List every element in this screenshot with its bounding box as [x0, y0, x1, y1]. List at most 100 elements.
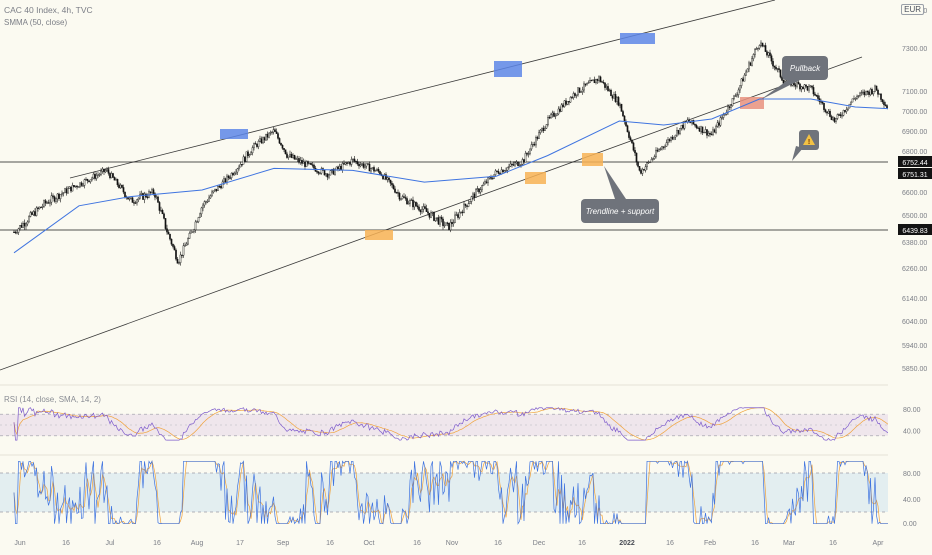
candle-body-232 [361, 163, 363, 165]
candle-body-84 [139, 194, 141, 199]
candle-body-69 [116, 178, 119, 186]
candle-body-175 [275, 131, 278, 134]
candle-body-266 [412, 199, 414, 208]
candle-body-430 [658, 149, 660, 152]
candle-body-578 [880, 93, 882, 100]
warning-exclaim: ! [808, 139, 810, 146]
candle-body-137 [218, 186, 221, 188]
candle-body-405 [620, 103, 623, 112]
candle-body-213 [332, 168, 335, 175]
candle-body-197 [308, 163, 311, 165]
candle-body-293 [452, 222, 455, 225]
candle-body-364 [559, 108, 561, 112]
candle-body-484 [739, 85, 741, 91]
candle-body-48 [85, 178, 87, 181]
candle-body-110 [178, 262, 180, 264]
candle-body-443 [677, 130, 680, 134]
candle-body-133 [212, 190, 215, 193]
candle-body-203 [317, 171, 320, 174]
time-tick-8: Oct [364, 540, 375, 547]
currency-badge[interactable]: EUR [901, 4, 924, 15]
price-badge-2 [898, 224, 932, 235]
candle-body-68 [115, 178, 117, 181]
candle-body-426 [652, 158, 654, 160]
candle-body-246 [382, 175, 384, 180]
candle-body-43 [77, 186, 80, 188]
candle-body-469 [716, 122, 719, 127]
candle-body-11 [29, 212, 32, 217]
candle-body-480 [733, 95, 735, 99]
candle-body-355 [545, 124, 548, 129]
candle-body-50 [88, 180, 90, 183]
candle-body-350 [538, 132, 540, 139]
candle-body-168 [265, 133, 267, 141]
candle-body-545 [830, 116, 833, 120]
candle-body-522 [796, 81, 798, 87]
candle-body-463 [707, 133, 710, 136]
candle-body-148 [235, 171, 237, 174]
candle-body-288 [445, 222, 447, 226]
candle-body-391 [599, 76, 602, 82]
candle-body-250 [388, 177, 390, 181]
candle-body-134 [214, 188, 216, 192]
candle-body-332 [511, 163, 513, 165]
warning-pointer [792, 146, 803, 161]
candle-body-108 [175, 249, 177, 260]
candle-body-141 [224, 178, 227, 183]
candle-body-532 [811, 85, 813, 88]
candle-body-402 [616, 97, 618, 102]
candle-body-164 [259, 138, 261, 142]
candle-body-190 [298, 158, 300, 163]
candle-body-555 [845, 109, 848, 112]
candle-body-259 [401, 196, 404, 200]
candle-body-166 [262, 137, 264, 144]
warning-icon [803, 134, 815, 145]
candle-body-54 [94, 173, 96, 179]
candle-body-260 [403, 196, 405, 198]
candle-body-160 [253, 143, 255, 148]
candle-body-564 [859, 92, 861, 96]
candle-body-193 [302, 161, 305, 164]
candle-body-151 [239, 164, 242, 168]
candle-body-273 [422, 206, 425, 210]
candle-body-543 [827, 110, 830, 114]
candle-body-65 [110, 173, 113, 179]
candle-body-380 [583, 83, 585, 91]
candle-body-488 [745, 71, 747, 76]
candle-body-551 [839, 114, 842, 117]
candle-body-114 [184, 245, 186, 247]
candle-body-143 [227, 175, 230, 178]
candle-body-464 [709, 133, 711, 135]
candle-body-38 [70, 186, 72, 192]
candle-body-152 [241, 164, 243, 166]
candle-body-123 [197, 217, 200, 222]
candle-body-222 [346, 162, 348, 164]
candle-body-207 [323, 169, 326, 176]
candle-body-298 [460, 211, 462, 213]
candle-body-505 [770, 55, 773, 62]
candle-body-526 [802, 86, 804, 90]
rsi-pane-label: RSI (14, close, SMA, 14, 2) [4, 395, 101, 404]
candle-body-345 [530, 144, 533, 150]
candle-body-287 [443, 225, 446, 227]
candle-body-577 [878, 93, 881, 95]
candle-body-433 [662, 146, 665, 148]
candle-body-547 [833, 117, 836, 122]
candle-body-92 [151, 189, 153, 193]
candle-body-321 [494, 170, 497, 175]
candle-body-442 [676, 130, 678, 136]
candle-body-29 [56, 193, 59, 200]
price-tick-2: 7100.00 [902, 89, 927, 96]
candle-body-342 [526, 153, 528, 155]
candle-body-319 [491, 178, 494, 180]
time-tick-9: 16 [413, 540, 421, 547]
time-tick-0: Jun [14, 540, 25, 547]
candle-body-267 [413, 201, 416, 208]
candle-body-149 [236, 168, 239, 173]
candle-body-100 [163, 213, 165, 219]
candle-body-368 [565, 100, 567, 105]
candle-body-501 [764, 45, 767, 52]
candle-body-62 [106, 169, 108, 171]
